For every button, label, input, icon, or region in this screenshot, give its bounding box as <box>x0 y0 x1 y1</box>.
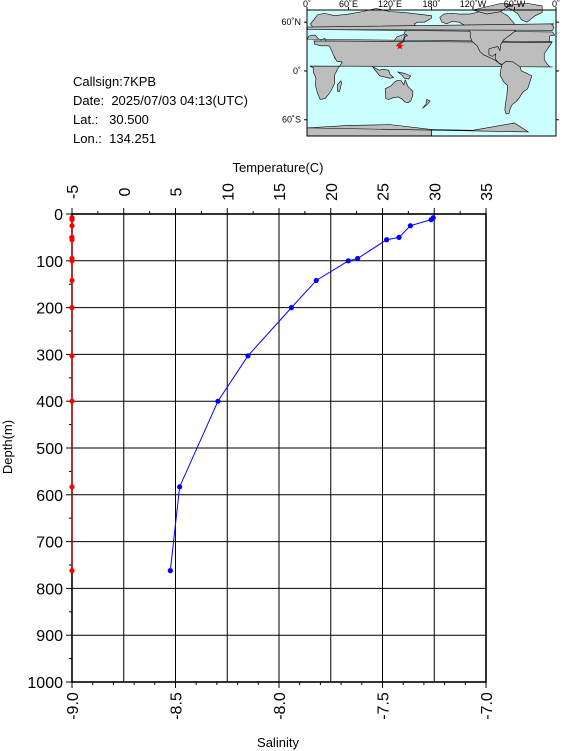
station-marker-icon <box>396 42 404 50</box>
map-lon-label: 60˚W <box>504 0 526 9</box>
temperature-point <box>215 398 221 404</box>
chart-series <box>69 215 436 574</box>
y-tick-label: 700 <box>36 535 63 552</box>
y-tick-label: 200 <box>36 301 63 318</box>
y-tick-label: 0 <box>54 207 63 224</box>
map-landmass <box>397 71 412 80</box>
world-map: 0˚ 60˚E 120˚E 180˚ 120˚W 60˚W 0˚60˚N0˚60˚S <box>281 0 560 137</box>
callsign-row: Callsign:7KPB <box>73 72 248 91</box>
salinity-point <box>69 398 75 404</box>
bottom-tick-label: -9.0 <box>65 692 82 720</box>
y-tick-label: 500 <box>36 441 63 458</box>
temperature-point <box>396 234 402 240</box>
y-tick-label: 100 <box>36 254 63 271</box>
top-tick-label: 15 <box>272 183 289 201</box>
temperature-point <box>345 258 351 264</box>
temperature-point <box>384 237 390 243</box>
salinity-point <box>69 223 75 229</box>
bottom-tick-label: -7.0 <box>479 692 496 720</box>
temperature-point <box>407 223 414 229</box>
y-tick-label: 1000 <box>27 675 63 692</box>
top-tick-label: 10 <box>220 183 237 201</box>
map-lon-label: 0˚ <box>552 0 560 9</box>
temperature-point <box>167 568 173 574</box>
temperature-line <box>169 217 434 571</box>
callsign-label: Callsign: <box>73 74 123 89</box>
temperature-point <box>428 217 434 223</box>
map-landmass <box>422 98 431 109</box>
map-lon-label: 0˚ <box>303 0 311 9</box>
lon-value: 134.251 <box>109 131 157 146</box>
top-tick-label: 0 <box>117 187 134 196</box>
y-tick-label: 400 <box>36 394 63 411</box>
top-tick-label: 20 <box>324 183 341 201</box>
map-lon-label: 180˚ <box>422 0 440 9</box>
top-tick-label: -5 <box>65 185 82 199</box>
top-tick-label: 25 <box>376 183 393 201</box>
lat-row: Lat.: 30.500 <box>73 110 248 129</box>
salinity-point <box>69 568 75 574</box>
map-lon-label: 60˚E <box>339 0 358 9</box>
map-landmass <box>396 33 408 47</box>
map-lon-label: 120˚W <box>460 0 487 9</box>
callsign-value: 7KPB <box>122 74 157 89</box>
date-row: Date: 2025/07/03 04:13(UTC) <box>73 91 248 110</box>
map-landmass <box>384 79 414 103</box>
temperature-point <box>313 277 319 284</box>
temperature-point <box>355 255 361 262</box>
date-label: Date: <box>73 93 105 108</box>
map-lat-label: 60˚S <box>282 115 301 125</box>
y-tick-label: 300 <box>36 347 63 364</box>
lat-label: Lat.: <box>73 112 99 127</box>
top-tick-label: 30 <box>427 183 444 201</box>
map-lat-label: 60˚N <box>281 17 301 27</box>
map-landmass <box>309 40 553 100</box>
temperature-point <box>177 484 183 490</box>
map-landmass <box>306 23 555 31</box>
map-lat-label: 0˚ <box>293 66 301 76</box>
bottom-tick-label: -8.5 <box>169 692 186 720</box>
salinity-point <box>69 258 75 264</box>
salinity-point <box>69 277 75 284</box>
date-value: 2025/07/03 04:13(UTC) <box>111 93 248 108</box>
y-tick-label: 900 <box>36 628 63 645</box>
lon-row: Lon.: 134.251 <box>73 129 248 148</box>
top-axis-title: Temperature(C) <box>232 160 323 175</box>
salinity-point <box>69 217 75 223</box>
map-landmass <box>471 3 512 15</box>
y-tick-label: 800 <box>36 581 63 598</box>
lat-value: 30.500 <box>109 112 149 127</box>
y-axis-title: Depth(m) <box>0 420 15 474</box>
y-tick-label: 600 <box>36 488 63 505</box>
map-landmass <box>371 66 395 79</box>
top-tick-label: 35 <box>479 183 496 201</box>
temperature-point <box>245 353 251 359</box>
bottom-tick-label: -8.0 <box>272 692 289 720</box>
map-landmass <box>337 80 342 92</box>
lon-label: Lon.: <box>73 131 102 146</box>
map-landmass <box>499 60 533 115</box>
chart-grid <box>71 213 487 683</box>
temperature-point <box>288 305 295 311</box>
salinity-point <box>69 237 75 243</box>
salinity-point <box>69 353 75 359</box>
bottom-tick-label: -7.5 <box>376 692 393 720</box>
bottom-axis-title: Salinity <box>257 735 299 750</box>
map-lon-label: 120˚E <box>378 0 402 9</box>
station-info: Callsign:7KPB Date: 2025/07/03 04:13(UTC… <box>73 72 248 148</box>
salinity-point <box>69 484 75 490</box>
top-tick-label: 5 <box>169 187 186 196</box>
salinity-point <box>69 305 75 311</box>
